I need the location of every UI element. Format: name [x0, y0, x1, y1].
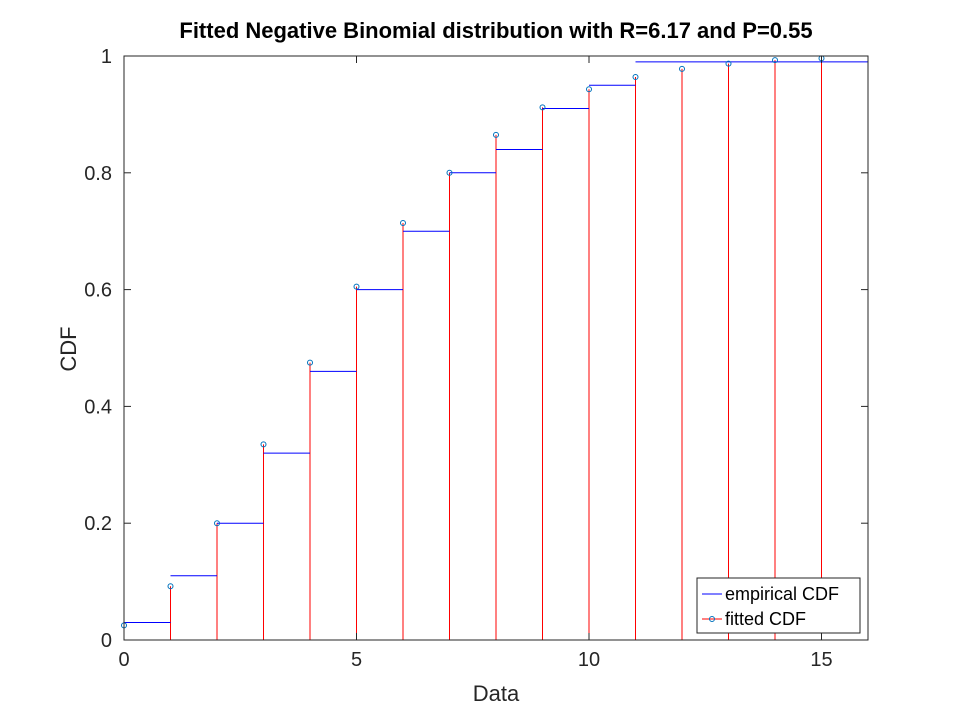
axis-ticks: 0 5 10 15 0 0.2 0.4 0.6 0.8 1 — [84, 46, 868, 671]
y-tick-label: 0.4 — [84, 396, 112, 418]
axes-box — [123, 55, 869, 641]
fitted-cdf-marker — [167, 583, 174, 590]
x-tick-label: 15 — [810, 649, 832, 671]
x-tick-label: 0 — [118, 649, 129, 671]
y-tick-label: 0.6 — [84, 280, 112, 302]
x-tick-label: 10 — [578, 649, 600, 671]
fitted-cdf-marker — [400, 220, 406, 227]
legend-box — [696, 577, 861, 634]
fitted-cdf-marker — [725, 60, 732, 67]
fitted-cdf-marker — [679, 65, 685, 72]
legend: empirical CDF fitted CDF — [696, 577, 861, 634]
legend-marker-fitted — [709, 616, 715, 622]
fitted-cdf-marker — [493, 131, 499, 138]
fitted-cdf-marker — [539, 104, 546, 111]
legend-label-fitted: fitted CDF — [725, 609, 806, 629]
legend-label-empirical: empirical CDF — [725, 584, 839, 604]
fitted-cdf-marker — [353, 283, 360, 290]
y-axis-label: CDF — [56, 326, 81, 371]
x-axis-label: Data — [473, 681, 520, 706]
x-tick-label: 5 — [351, 649, 362, 671]
y-tick-label: 0.8 — [84, 163, 112, 185]
y-tick-label: 1 — [101, 46, 112, 68]
chart-title: Fitted Negative Binomial distribution wi… — [179, 18, 812, 43]
fitted-cdf-marker — [772, 57, 778, 64]
fitted-cdf-marker — [260, 441, 267, 448]
fitted-cdf-marker — [307, 359, 313, 366]
fitted-cdf-marker — [632, 74, 639, 81]
fitted-cdf-marker — [586, 86, 592, 93]
fitted-cdf-marker — [214, 520, 220, 527]
y-tick-label: 0 — [101, 630, 112, 652]
fitted-cdf-marker — [446, 169, 453, 176]
y-tick-label: 0.2 — [84, 513, 112, 535]
plot-area — [121, 55, 868, 640]
